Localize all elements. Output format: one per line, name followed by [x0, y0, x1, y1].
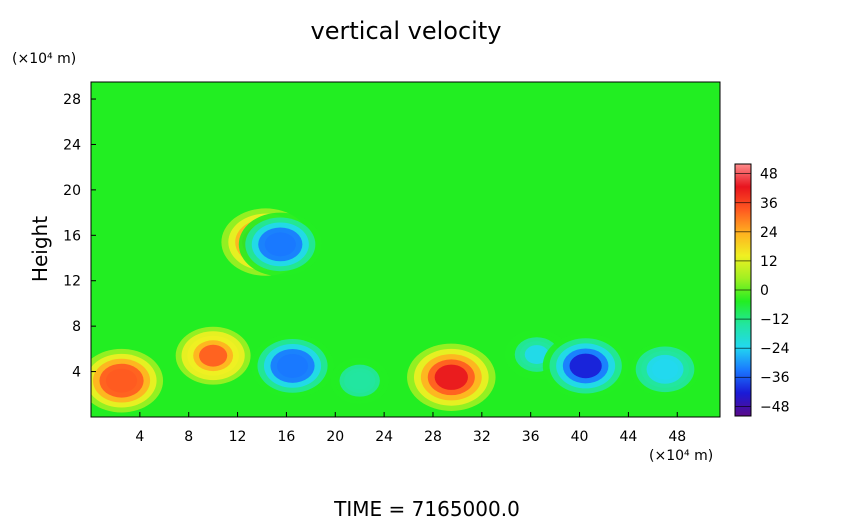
y-tick-label: 24 — [63, 137, 81, 153]
x-tick-label: 32 — [473, 429, 491, 445]
feature-updraft — [91, 348, 164, 413]
x-tick-label: 12 — [229, 429, 247, 445]
y-axis-label: Height — [28, 216, 52, 282]
colorbar-tick-label: 12 — [760, 254, 778, 270]
y-tick-label: 4 — [72, 365, 81, 381]
colorbar-tick-label: −36 — [760, 370, 790, 386]
x-tick-label: 36 — [522, 429, 540, 445]
contour-band — [264, 232, 296, 257]
y-tick-label: 8 — [72, 319, 81, 335]
x-tick-label: 44 — [619, 429, 637, 445]
x-tick-label: 24 — [375, 429, 393, 445]
y-axis-unit: (×10⁴ m) — [12, 51, 76, 67]
colorbar-tick-label: 36 — [760, 196, 778, 212]
colorbar-ticks: 48 36 24 12 0 −12 −24 −36 −48 — [735, 167, 790, 415]
x-tick-label: 40 — [571, 429, 589, 445]
x-tick-label: 28 — [424, 429, 442, 445]
x-tick-label: 4 — [135, 429, 144, 445]
x-tick-label: 48 — [668, 429, 686, 445]
colorbar-tick-label: −12 — [760, 312, 790, 328]
feature-downdraft — [630, 342, 700, 397]
feature-downdraft — [330, 357, 390, 404]
feature-downdraft — [542, 333, 629, 399]
contour-band — [569, 353, 602, 379]
plot-frame — [90, 81, 721, 418]
plot-area — [91, 82, 720, 417]
feature-updraft — [175, 326, 251, 385]
x-tick-label: 20 — [326, 429, 344, 445]
contour-band — [276, 353, 309, 378]
y-axis: 4 8 12 16 20 24 28 — [63, 92, 96, 381]
x-tick-label: 16 — [278, 429, 296, 445]
x-axis: 4 8 12 16 20 24 28 32 36 40 44 48 — [135, 412, 686, 445]
colorbar-tick-label: −24 — [760, 341, 790, 357]
time-footer: TIME = 7165000.0 — [333, 497, 520, 519]
colorbar-tick-label: 48 — [760, 167, 778, 183]
feature-updraft — [407, 343, 496, 411]
feature-downdraft — [238, 212, 322, 277]
colorbar-tick-label: −48 — [760, 399, 790, 415]
contour-band — [105, 368, 138, 393]
feature-layer — [91, 208, 700, 413]
contour-band — [199, 344, 228, 367]
contour-band — [348, 371, 371, 390]
y-tick-label: 12 — [63, 274, 81, 290]
x-tick-label: 8 — [184, 429, 193, 445]
feature-downdraft — [250, 334, 335, 398]
colorbar-tick-label: 0 — [760, 283, 769, 299]
y-tick-label: 20 — [63, 183, 81, 199]
chart-title: vertical velocity — [311, 17, 502, 45]
colorbar-tick-label: 24 — [760, 225, 778, 241]
y-tick-label: 28 — [63, 92, 81, 108]
contour-band — [524, 345, 549, 365]
x-axis-unit: (×10⁴ m) — [649, 448, 713, 464]
contour-band — [651, 359, 679, 380]
contour-band — [434, 364, 468, 390]
colorbar: 48 36 24 12 0 −12 −24 −36 −48 — [734, 163, 790, 417]
y-tick-label: 16 — [63, 228, 81, 244]
